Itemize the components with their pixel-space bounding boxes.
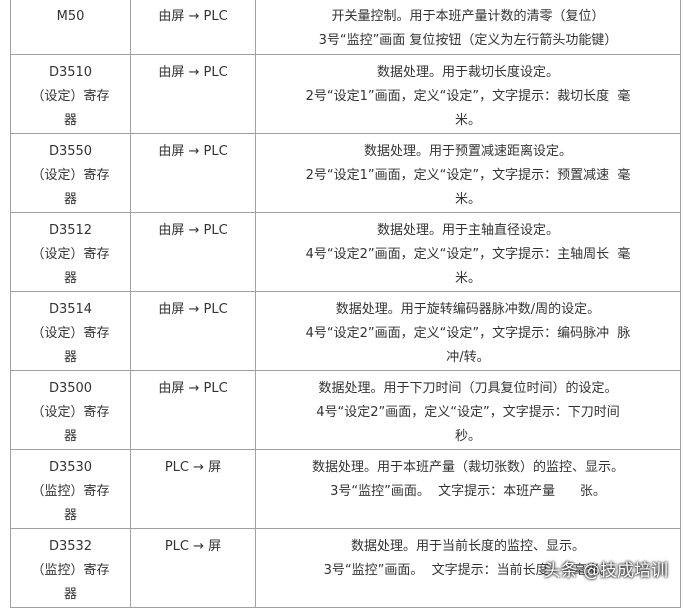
cell-line: 4号“设定2”画面，定义“设定”，文字提示：主轴周长 毫 [305, 247, 631, 262]
register-table: M50 由屏 → PLC 开关量控制。用于本班产量计数的清零（复位） 3号“监控”画面… [10, 0, 681, 608]
table-row: M50 由屏 → PLC 开关量控制。用于本班产量计数的清零（复位） 3号“监控”画面… [10, 0, 681, 55]
description-cell: 数据处理。用于裁切长度设定。 2号“设定1”画面，定义“设定”，文字提示：裁切长度… [255, 54, 681, 134]
cell-line: 数据处理。用于旋转编码器脉冲数/周的设定。 [335, 302, 601, 317]
cell-line: 由屏 → PLC [158, 65, 228, 80]
direction-cell: 由屏 → PLC [130, 370, 256, 450]
cell-line: 3号“监控”画面。 文字提示：当前长度 毫米。 [323, 563, 613, 578]
cell-line: （设定）寄存 [31, 326, 110, 341]
cell-line: D3510 [48, 65, 93, 80]
cell-line: 2号“设定1”画面，定义“设定”，文字提示：裁切长度 毫 [305, 89, 631, 104]
cell-line: （设定）寄存 [31, 247, 110, 262]
cell-line: 数据处理。用于预置减速距离设定。 [363, 144, 572, 159]
register-cell: D3510 （设定）寄存器 [10, 54, 131, 134]
cell-line: 由屏 → PLC [158, 9, 228, 24]
cell-line: 器 [63, 192, 77, 207]
watermark: 头条 @技成培训 [543, 561, 668, 581]
cell-line: 器 [63, 508, 77, 523]
cell-line: 冲/转。 [446, 350, 490, 365]
direction-cell: PLC → 屏 [130, 449, 256, 529]
cell-line: 数据处理。用于本班产量（裁切张数）的监控、显示。 [311, 460, 624, 475]
cell-line: （设定）寄存 [31, 89, 110, 104]
cell-line: 开关量控制。用于本班产量计数的清零（复位） [331, 9, 605, 24]
description-cell: 数据处理。用于预置减速距离设定。 2号“设定1”画面，定义“设定”，文字提示：预置… [255, 133, 681, 213]
register-cell: D3514 （设定）寄存器 [10, 291, 131, 371]
register-cell: D3532 （监控）寄存器 [10, 528, 131, 608]
cell-line: （设定）寄存 [31, 405, 110, 420]
cell-line: D3550 [48, 144, 93, 159]
register-cell: D3512 （设定）寄存器 [10, 212, 131, 292]
cell-line: 数据处理。用于裁切长度设定。 [376, 65, 559, 80]
cell-line: 器 [63, 350, 77, 365]
cell-line: （设定）寄存 [31, 168, 110, 183]
register-cell: D3500 （设定）寄存器 [10, 370, 131, 450]
direction-cell: 由屏 → PLC [130, 0, 256, 55]
cell-line: 秒。 [454, 429, 481, 444]
cell-line: 米。 [454, 113, 481, 128]
direction-cell: 由屏 → PLC [130, 54, 256, 134]
cell-line: 数据处理。用于下刀时间（刀具复位时间）的设定。 [318, 381, 618, 396]
table-row: D3514 （设定）寄存器 由屏 → PLC 数据处理。用于旋转编码器脉冲数/周的设定… [10, 291, 681, 371]
cell-line: D3512 [48, 223, 93, 238]
cell-line: 由屏 → PLC [158, 302, 228, 317]
cell-line: 3号“监控”画面 复位按钮（定义为左行箭头功能键） [318, 33, 618, 48]
cell-line: 由屏 → PLC [158, 144, 228, 159]
cell-line: PLC → 屏 [164, 460, 222, 475]
description-cell: 开关量控制。用于本班产量计数的清零（复位） 3号“监控”画面 复位按钮（定义为左行… [255, 0, 681, 55]
cell-line: 由屏 → PLC [158, 381, 228, 396]
cell-line: 数据处理。用于当前长度的监控、显示。 [350, 539, 585, 554]
cell-line: D3500 [48, 381, 93, 396]
cell-line: 器 [63, 429, 77, 444]
cell-line: （监控）寄存 [31, 484, 110, 499]
description-cell: 数据处理。用于下刀时间（刀具复位时间）的设定。 4号“设定2”画面，定义“设定”，… [255, 370, 681, 450]
register-cell: M50 [10, 0, 131, 55]
cell-line: D3514 [48, 302, 93, 317]
page: M50 由屏 → PLC 开关量控制。用于本班产量计数的清零（复位） 3号“监控”画面… [10, 0, 681, 608]
cell-line: PLC → 屏 [164, 539, 222, 554]
description-cell: 数据处理。用于本班产量（裁切张数）的监控、显示。 3号“监控”画面。 文字提示：本… [255, 449, 681, 529]
cell-line: 4号“设定2”画面，定义“设定”，文字提示：编码脉冲 脉 [305, 326, 631, 341]
direction-cell: 由屏 → PLC [130, 133, 256, 213]
cell-line: M50 [56, 9, 85, 24]
cell-line: 由屏 → PLC [158, 223, 228, 238]
cell-line: 3号“监控”画面。 文字提示：本班产量 张。 [330, 484, 606, 499]
cell-line: 米。 [454, 271, 481, 286]
cell-line: 数据处理。用于主轴直径设定。 [376, 223, 559, 238]
table-row: D3500 （设定）寄存器 由屏 → PLC 数据处理。用于下刀时间（刀具复位时间）的… [10, 370, 681, 450]
cell-line: 器 [63, 113, 77, 128]
cell-line: 米。 [454, 192, 481, 207]
direction-cell: PLC → 屏 [130, 528, 256, 608]
table-row: D3510 （设定）寄存器 由屏 → PLC 数据处理。用于裁切长度设定。 2号“设定1… [10, 54, 681, 134]
cell-line: 器 [63, 271, 77, 286]
cell-line: D3532 [48, 539, 93, 554]
cell-line: D3530 [48, 460, 93, 475]
cell-line: 2号“设定1”画面，定义“设定”，文字提示：预置减速 毫 [305, 168, 631, 183]
table-row: D3512 （设定）寄存器 由屏 → PLC 数据处理。用于主轴直径设定。 4号“设定2… [10, 212, 681, 292]
register-cell: D3550 （设定）寄存器 [10, 133, 131, 213]
description-cell: 数据处理。用于主轴直径设定。 4号“设定2”画面，定义“设定”，文字提示：主轴周长… [255, 212, 681, 292]
cell-line: （监控）寄存 [31, 563, 110, 578]
direction-cell: 由屏 → PLC [130, 212, 256, 292]
description-cell: 数据处理。用于旋转编码器脉冲数/周的设定。 4号“设定2”画面，定义“设定”，文字… [255, 291, 681, 371]
direction-cell: 由屏 → PLC [130, 291, 256, 371]
table-row: D3550 （设定）寄存器 由屏 → PLC 数据处理。用于预置减速距离设定。 2号“设… [10, 133, 681, 213]
cell-line: 4号“设定2”画面，定义“设定”，文字提示：下刀时间 [316, 405, 620, 420]
table-row: D3530 （监控）寄存器 PLC → 屏 数据处理。用于本班产量（裁切张数）的监控、… [10, 449, 681, 529]
cell-line: 器 [63, 587, 77, 602]
register-cell: D3530 （监控）寄存器 [10, 449, 131, 529]
